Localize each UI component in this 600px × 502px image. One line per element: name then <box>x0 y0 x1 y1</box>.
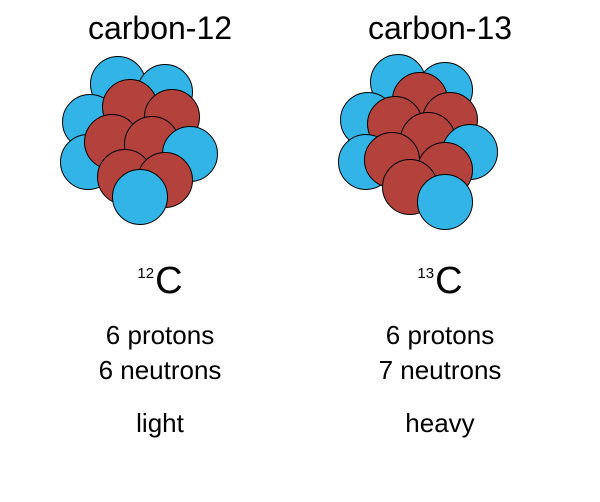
isotope-panel-c12: carbon-12 12 C 6 protons 6 neutrons ligh… <box>30 10 290 492</box>
element-symbol: C <box>155 262 182 300</box>
mass-number: 13 <box>417 265 434 282</box>
element-symbol: C <box>435 262 462 300</box>
mass-number: 12 <box>137 265 154 282</box>
proton-particle <box>112 169 168 225</box>
composition-text: 6 protons 6 neutrons <box>99 318 222 388</box>
weight-label: light <box>136 408 184 439</box>
weight-label: heavy <box>405 408 474 439</box>
element-symbol-row: 13 C <box>417 262 462 300</box>
isotope-title: carbon-12 <box>88 10 232 47</box>
isotope-panel-c13: carbon-13 13 C 6 protons 7 neutrons heav… <box>310 10 570 492</box>
neutrons-line: 6 neutrons <box>99 353 222 388</box>
proton-particle <box>417 174 473 230</box>
element-symbol-row: 12 C <box>137 262 182 300</box>
nucleus-diagram-c12 <box>70 62 250 242</box>
composition-text: 6 protons 7 neutrons <box>379 318 502 388</box>
protons-line: 6 protons <box>99 318 222 353</box>
isotope-title: carbon-13 <box>368 10 512 47</box>
protons-line: 6 protons <box>379 318 502 353</box>
neutrons-line: 7 neutrons <box>379 353 502 388</box>
nucleus-diagram-c13 <box>350 62 530 242</box>
